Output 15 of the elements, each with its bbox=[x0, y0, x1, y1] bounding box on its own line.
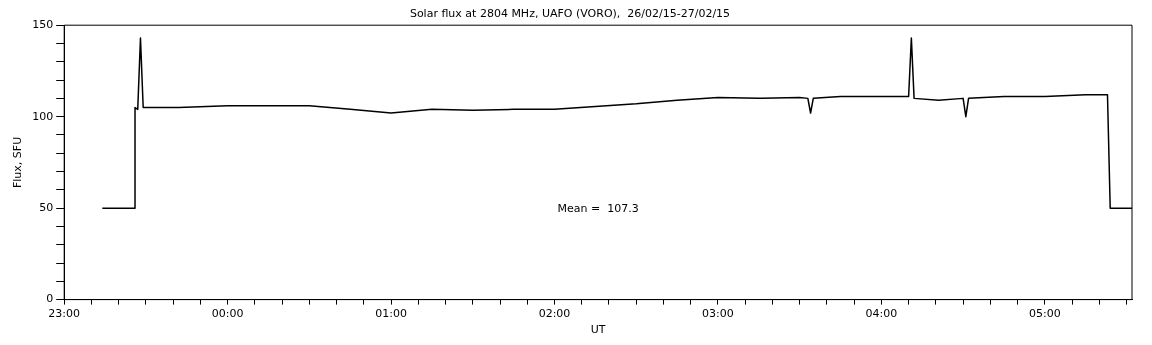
x-axis-title: UT bbox=[590, 323, 606, 337]
x-tick-label: 02:00 bbox=[538, 307, 571, 321]
y-tick-label: 100 bbox=[32, 109, 54, 123]
y-tick-label: 0 bbox=[46, 292, 54, 306]
y-tick-label: 150 bbox=[32, 18, 54, 32]
annotation: Mean = 107.3 bbox=[557, 201, 639, 215]
x-tick-label: 03:00 bbox=[702, 307, 734, 321]
x-tick-label: 23:00 bbox=[48, 307, 81, 321]
y-axis-title: Flux, SFU bbox=[11, 136, 25, 189]
x-tick-label: 01:00 bbox=[375, 307, 407, 321]
x-tick-label: 05:00 bbox=[1028, 307, 1061, 321]
y-tick-label: 50 bbox=[39, 200, 54, 214]
x-tick-label: 00:00 bbox=[211, 307, 244, 321]
x-tick-label: 04:00 bbox=[865, 307, 898, 321]
chart-title: Solar flux at 2804 MHz, UAFO (VORO), 26/02/15-27/02/15 bbox=[409, 7, 731, 21]
